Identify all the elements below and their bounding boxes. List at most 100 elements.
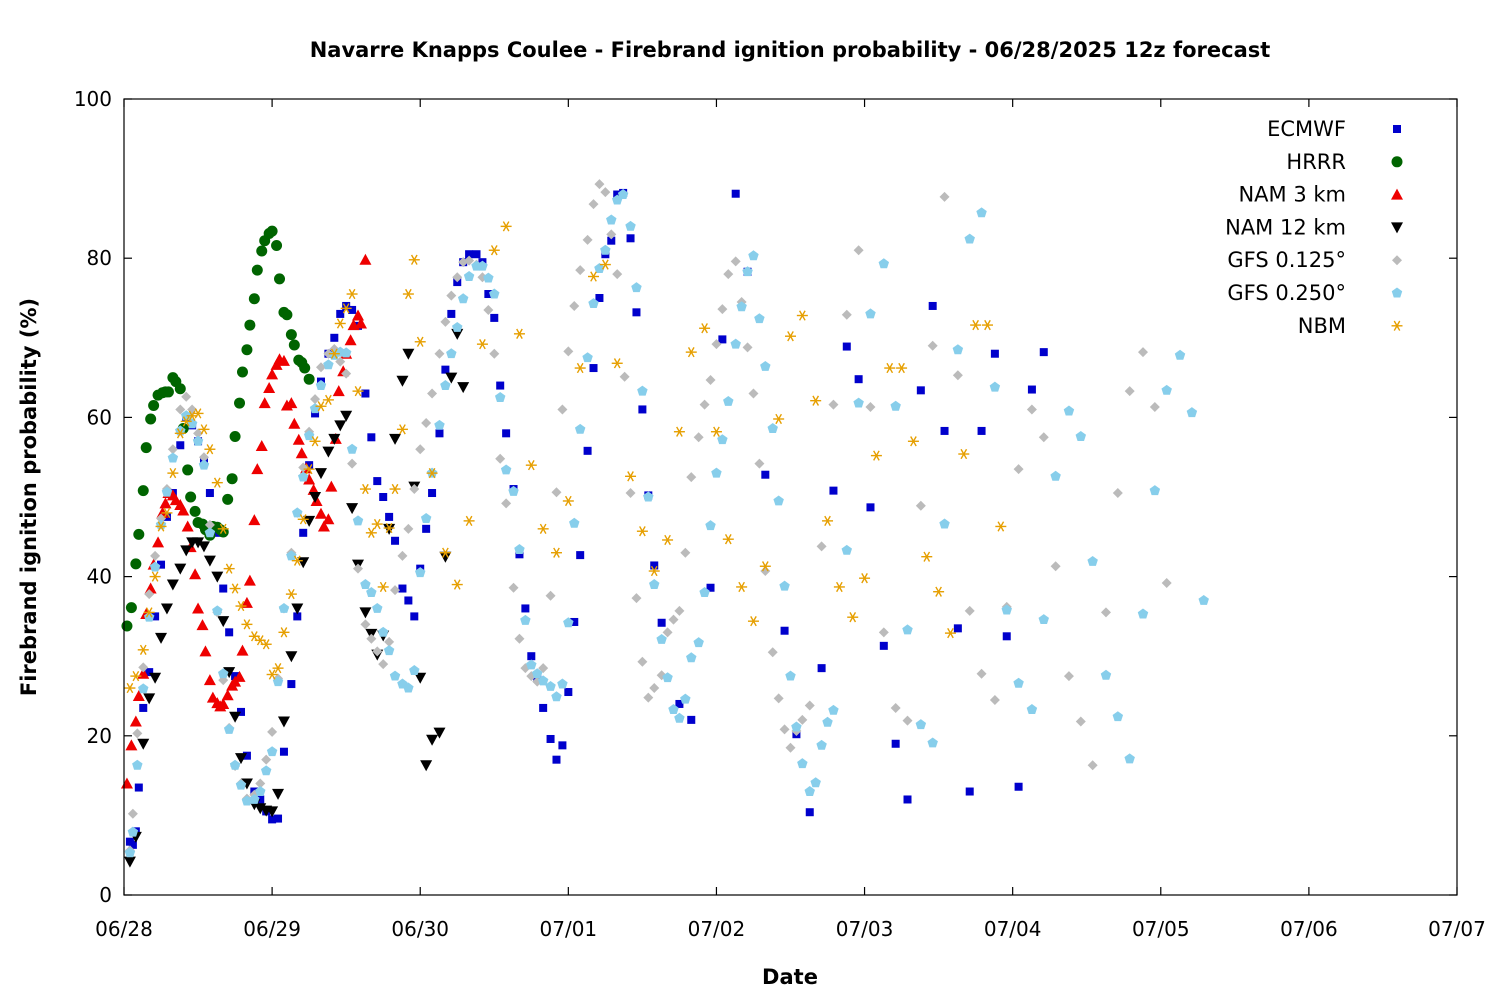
data-point: [964, 605, 975, 616]
legend-marker: [1393, 125, 1401, 133]
data-point: [476, 339, 488, 350]
data-point: [229, 583, 241, 594]
data-point: [124, 847, 136, 858]
data-point: [315, 380, 327, 391]
data-point: [123, 856, 136, 868]
axis-ticks: 06/28 06/29 06/30 07/01 07/02 07/03 07/04 07/05…: [74, 87, 1486, 941]
data-point: [203, 674, 216, 686]
data-point: [607, 236, 616, 245]
data-point: [274, 273, 286, 285]
x-axis-label: Date: [762, 965, 818, 989]
data-point: [736, 581, 748, 593]
data-point: [129, 715, 142, 727]
data-point: [315, 401, 327, 412]
data-point: [680, 693, 691, 704]
data-point: [223, 667, 236, 679]
data-point: [255, 440, 268, 452]
data-point: [441, 365, 450, 374]
data-point: [143, 693, 156, 705]
data-point: [120, 777, 133, 789]
data-point: [1063, 671, 1074, 682]
data-point: [332, 385, 345, 397]
data-point: [600, 244, 611, 255]
data-point: [149, 571, 161, 582]
data-point: [483, 304, 494, 315]
data-point: [347, 458, 358, 469]
data-point: [271, 239, 283, 251]
data-point: [359, 607, 372, 619]
data-point: [472, 250, 481, 259]
data-point: [303, 373, 315, 385]
legend: ECMWF HRRR NAM 3 km NAM 12 km GFS 0.125° GFS …: [1225, 117, 1403, 338]
data-point: [272, 663, 284, 674]
data-point: [1038, 432, 1049, 443]
data-point: [465, 250, 474, 259]
data-point: [1161, 577, 1172, 588]
data-point: [384, 636, 395, 647]
data-point: [151, 612, 160, 621]
data-point: [637, 656, 648, 667]
data-point: [286, 550, 297, 561]
data-point: [305, 461, 314, 470]
x-tick-label: 07/07: [1428, 917, 1486, 941]
data-point: [402, 348, 415, 360]
data-point: [223, 723, 235, 734]
data-point: [390, 585, 401, 596]
data-point: [125, 739, 138, 751]
data-point: [773, 495, 784, 506]
y-tick-label: 20: [87, 724, 112, 748]
data-point: [143, 607, 155, 618]
data-point: [588, 298, 599, 309]
legend-label: GFS 0.250°: [1227, 281, 1346, 305]
data-point: [367, 433, 376, 442]
data-point: [377, 581, 389, 593]
y-tick-label: 0: [99, 883, 112, 907]
data-point: [717, 304, 728, 315]
data-point: [643, 491, 654, 502]
data-point: [1075, 431, 1087, 441]
data-point: [1026, 404, 1037, 415]
data-point: [791, 721, 802, 732]
legend-marker: [1391, 287, 1403, 298]
data-point: [558, 741, 567, 750]
data-point: [185, 491, 197, 503]
data-point: [916, 386, 925, 395]
data-point: [1161, 384, 1172, 395]
data-point: [483, 272, 494, 283]
data-point: [156, 513, 167, 524]
data-point: [328, 348, 340, 359]
data-point: [649, 683, 660, 694]
data-point: [409, 665, 420, 675]
data-point: [557, 404, 568, 415]
data-point: [258, 397, 271, 409]
data-point: [878, 258, 890, 269]
data-point: [706, 583, 715, 592]
legend-label: GFS 0.125°: [1227, 248, 1346, 272]
data-point: [277, 716, 290, 728]
data-point: [822, 515, 834, 527]
data-point: [1149, 485, 1161, 496]
data-point: [626, 234, 635, 243]
data-point: [303, 430, 315, 441]
data-point: [186, 410, 198, 421]
data-point: [687, 715, 696, 724]
data-point: [255, 786, 266, 796]
data-point: [255, 778, 266, 789]
data-point: [527, 652, 536, 661]
data-point: [181, 520, 194, 532]
x-tick-label: 07/06: [1280, 917, 1338, 941]
data-point: [870, 450, 882, 461]
data-point: [310, 494, 323, 506]
data-point: [150, 550, 161, 561]
data-point: [557, 678, 568, 689]
data-point: [1013, 464, 1024, 475]
data-point: [582, 352, 593, 363]
data-point: [325, 480, 338, 492]
data-point: [550, 547, 562, 558]
data-point: [785, 670, 796, 681]
data-point: [754, 458, 765, 469]
data-point: [433, 727, 446, 739]
data-point: [977, 426, 986, 435]
data-point: [434, 419, 445, 430]
data-point: [274, 814, 283, 823]
